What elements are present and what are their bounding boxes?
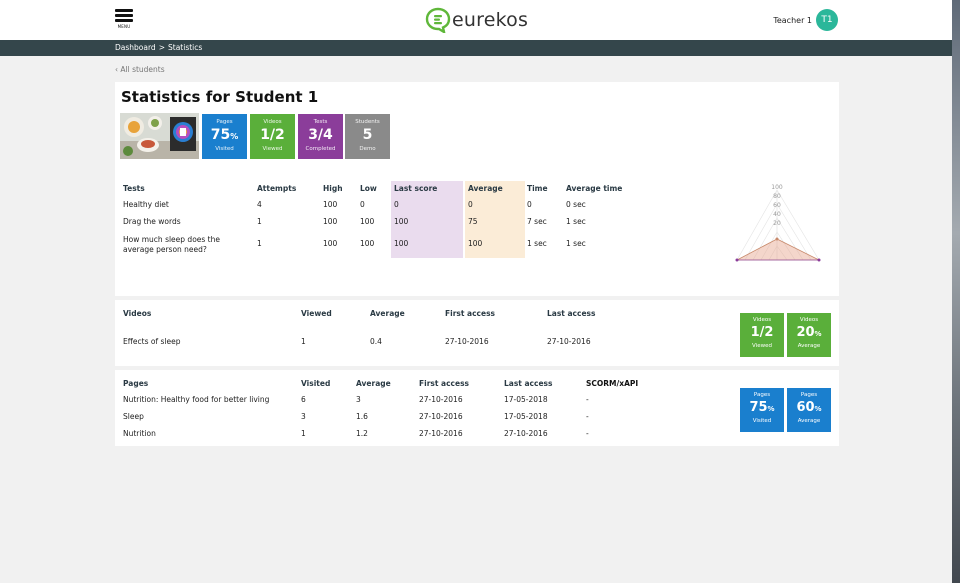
logo-text: eurekos: [452, 9, 529, 31]
user-menu[interactable]: Teacher 1 T1: [773, 9, 838, 31]
test-name[interactable]: How much sleep does the average person n…: [123, 235, 220, 254]
back-link[interactable]: ‹ All students: [115, 65, 165, 74]
breadcrumb-bar: Dashboard > Statistics: [0, 40, 952, 56]
radar-tick: 60: [773, 202, 781, 209]
course-thumbnail: [120, 113, 199, 159]
pages-card: Pages Visited Average First access Last …: [115, 370, 839, 446]
videos-average-tile: Videos 20% Average: [787, 313, 831, 357]
radar-tick: 80: [773, 193, 781, 200]
scorm-xapi-header: SCORM/xAPI: [586, 379, 639, 388]
user-name: Teacher 1: [773, 15, 812, 25]
visited-header: Visited: [301, 379, 331, 388]
pages-visited-tile: Pages 75% Visited: [202, 114, 247, 159]
page-name[interactable]: Nutrition: Healthy food for better livin…: [123, 395, 270, 404]
radar-chart: 100 80 60 40 20: [735, 184, 821, 262]
high-header: High: [323, 184, 343, 193]
avatar[interactable]: T1: [816, 9, 838, 31]
first-access-header: First access: [419, 379, 470, 388]
first-access-header: First access: [445, 309, 496, 318]
videos-card: Videos Viewed Average First access Last …: [115, 300, 839, 366]
time-header: Time: [527, 184, 548, 193]
videos-header: Videos: [123, 309, 152, 318]
hamburger-icon: [115, 9, 133, 12]
menu-label: MENU: [117, 24, 131, 29]
radar-area-average: [736, 238, 820, 261]
radar-tick: 20: [773, 220, 781, 227]
radar-tick: 40: [773, 211, 781, 218]
pages-visited-tile: Pages 75% Visited: [740, 388, 784, 432]
videos-viewed-tile: Videos 1/2 Viewed: [740, 313, 784, 357]
back-link-label: All students: [120, 65, 165, 74]
page-title: Statistics for Student 1: [121, 88, 319, 106]
last-access-header: Last access: [504, 379, 553, 388]
pages-header: Pages: [123, 379, 149, 388]
average-column-highlight: [465, 181, 525, 258]
breadcrumb-separator: >: [158, 43, 165, 52]
page-name[interactable]: Nutrition: [123, 429, 156, 438]
test-name[interactable]: Drag the words: [123, 217, 181, 226]
viewed-header: Viewed: [301, 309, 332, 318]
attempts-header: Attempts: [257, 184, 297, 193]
window-edge-scrollbar[interactable]: [952, 0, 960, 583]
average-header: Average: [468, 184, 503, 193]
students-demo-tile: Students 5 Demo: [345, 114, 390, 159]
average-header: Average: [370, 309, 405, 318]
average-time-header: Average time: [566, 184, 623, 193]
tests-header: Tests: [123, 184, 145, 193]
menu-button[interactable]: MENU: [115, 9, 133, 29]
logo-speech-bubble-icon: [425, 7, 451, 33]
pages-average-tile: Pages 60% Average: [787, 388, 831, 432]
videos-viewed-tile: Videos 1/2 Viewed: [250, 114, 295, 159]
breadcrumb-statistics: Statistics: [168, 43, 203, 52]
top-bar: MENU eurekos Teacher 1 T1: [0, 0, 952, 40]
breadcrumb-dashboard[interactable]: Dashboard: [115, 43, 156, 52]
radar-tick: 100: [771, 184, 783, 191]
low-header: Low: [360, 184, 377, 193]
eurekos-logo[interactable]: eurekos: [425, 7, 528, 33]
average-header: Average: [356, 379, 391, 388]
chevron-left-icon: ‹: [115, 65, 121, 74]
tests-card: Statistics for Student 1 Pages 75% Visit…: [115, 82, 839, 296]
last-score-column-highlight: [391, 181, 463, 258]
tests-completed-tile: Tests 3/4 Completed: [298, 114, 343, 159]
breadcrumb: Dashboard > Statistics: [115, 43, 205, 52]
page-name[interactable]: Sleep: [123, 412, 144, 421]
last-access-header: Last access: [547, 309, 596, 318]
test-name[interactable]: Healthy diet: [123, 200, 169, 209]
last-score-header: Last score: [394, 184, 438, 193]
video-name[interactable]: Effects of sleep: [123, 337, 181, 346]
